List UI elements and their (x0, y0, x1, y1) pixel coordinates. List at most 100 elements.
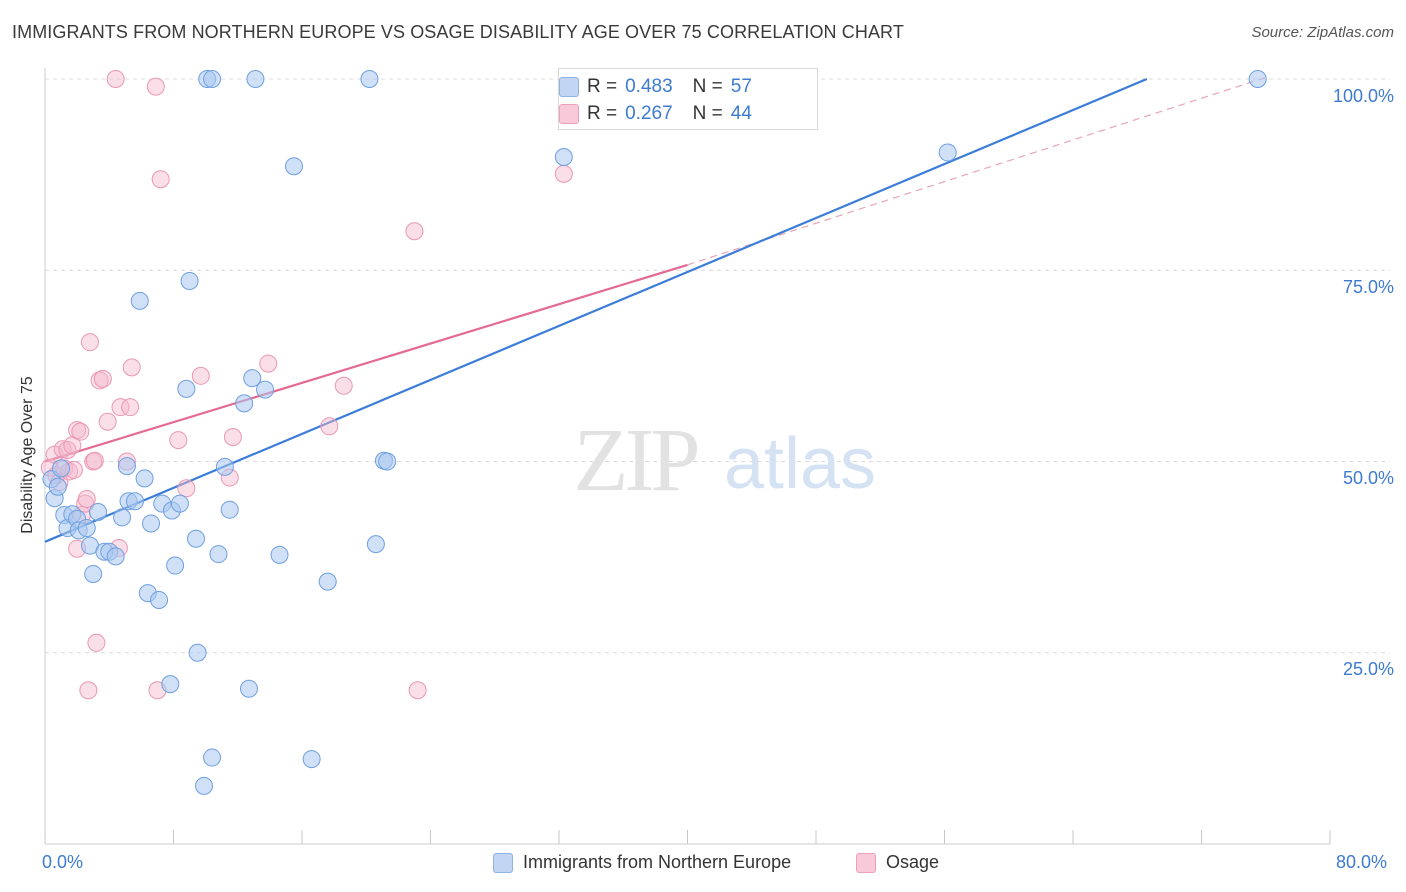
point-immigrants (52, 459, 71, 478)
point-immigrants (256, 380, 275, 399)
point-osage (169, 431, 188, 450)
point-immigrants (89, 502, 108, 521)
stats-swatch-blue (559, 77, 579, 97)
stats-r-value: 0.267 (625, 103, 673, 124)
point-immigrants (130, 291, 149, 310)
y-tick-label-25: 25.0% (1342, 659, 1394, 679)
point-osage (87, 633, 106, 652)
point-immigrants (170, 494, 189, 513)
point-immigrants (186, 529, 205, 548)
point-osage (80, 333, 99, 352)
point-immigrants (235, 394, 254, 413)
point-immigrants (48, 477, 67, 496)
point-osage (259, 354, 278, 373)
point-osage (84, 452, 103, 471)
point-osage (554, 164, 573, 183)
stats-n-value: 44 (730, 103, 752, 124)
stats-row-blue: R = 0.483 N = 57 (559, 75, 752, 99)
point-osage (106, 70, 125, 88)
point-osage (79, 681, 98, 700)
stats-n-label: N = (692, 103, 723, 124)
point-immigrants (117, 457, 136, 476)
y-tick-label-75: 75.0% (1342, 277, 1394, 297)
point-immigrants (284, 157, 303, 176)
point-immigrants (270, 545, 289, 564)
chart-title: IMMIGRANTS FROM NORTHERN EUROPE VS OSAGE… (12, 22, 904, 42)
axes (44, 68, 1331, 845)
point-osage (320, 417, 339, 436)
point-osage (191, 366, 210, 385)
point-immigrants (106, 547, 125, 566)
x-tick-label-max: 80.0% (1336, 852, 1388, 872)
y-tick-label-100: 100.0% (1332, 86, 1394, 106)
point-immigrants (360, 70, 379, 88)
point-osage (77, 489, 96, 508)
stats-box: R = 0.483 N = 57 R = 0.267 N = 44 (558, 68, 818, 130)
source-credit: Source: ZipAtlas.com (1251, 24, 1394, 41)
point-immigrants (215, 457, 234, 476)
point-osage (146, 77, 165, 96)
point-immigrants (166, 556, 185, 575)
stats-r-label: R = (587, 76, 618, 97)
legend: Immigrants from Northern Europe Osage (0, 852, 1406, 878)
y-tick-label-50: 50.0% (1342, 468, 1394, 488)
point-immigrants (1248, 70, 1267, 88)
legend-label-osage: Osage (886, 852, 940, 872)
stats-r-value: 0.483 (625, 76, 673, 97)
point-osage (177, 479, 196, 498)
point-immigrants (246, 70, 265, 88)
point-immigrants (113, 508, 132, 527)
trend-line-osage-extension (687, 76, 1266, 266)
point-osage (93, 369, 112, 388)
stats-swatch-pink (559, 104, 579, 124)
point-immigrants (142, 514, 161, 533)
point-immigrants (554, 148, 573, 167)
point-immigrants (203, 748, 222, 767)
stats-r-label: R = (587, 103, 618, 124)
point-immigrants (366, 535, 385, 554)
point-immigrants (302, 750, 321, 769)
data-points (40, 70, 1267, 795)
point-immigrants (150, 590, 169, 609)
legend-item-immigrants[interactable]: Immigrants from Northern Europe (493, 852, 791, 873)
point-immigrants (209, 545, 228, 564)
point-osage (223, 428, 242, 447)
point-immigrants (177, 379, 196, 398)
gridlines (45, 78, 1390, 654)
point-immigrants (180, 271, 199, 290)
point-immigrants (220, 500, 239, 519)
legend-swatch-pink (856, 852, 876, 873)
point-osage (405, 222, 424, 241)
point-osage (71, 422, 90, 441)
point-osage (334, 376, 353, 395)
stats-row-pink: R = 0.267 N = 44 (559, 102, 752, 126)
legend-item-osage[interactable]: Osage (856, 852, 939, 873)
point-osage (121, 398, 140, 417)
point-immigrants (938, 143, 957, 162)
point-osage (85, 451, 104, 470)
point-immigrants (243, 369, 262, 388)
stats-n-label: N = (692, 76, 723, 97)
point-immigrants (135, 469, 154, 488)
legend-label-immigrants: Immigrants from Northern Europe (523, 852, 792, 872)
point-osage (90, 371, 109, 390)
point-immigrants (195, 776, 214, 795)
point-immigrants (188, 643, 207, 662)
point-immigrants (77, 519, 96, 538)
point-immigrants (239, 679, 258, 698)
point-osage (98, 412, 117, 431)
point-osage (68, 421, 87, 440)
legend-swatch-blue (493, 852, 513, 873)
point-osage (151, 170, 170, 189)
point-osage (122, 358, 141, 377)
point-immigrants (125, 492, 144, 511)
watermark-zip: ZIP (574, 411, 698, 510)
point-immigrants (318, 572, 337, 591)
x-tick-label-min: 0.0% (42, 852, 84, 872)
point-immigrants (203, 70, 222, 88)
point-immigrants (84, 564, 103, 583)
stats-n-value: 57 (730, 76, 752, 97)
point-osage (408, 681, 427, 700)
trend-line-osage (44, 263, 688, 463)
